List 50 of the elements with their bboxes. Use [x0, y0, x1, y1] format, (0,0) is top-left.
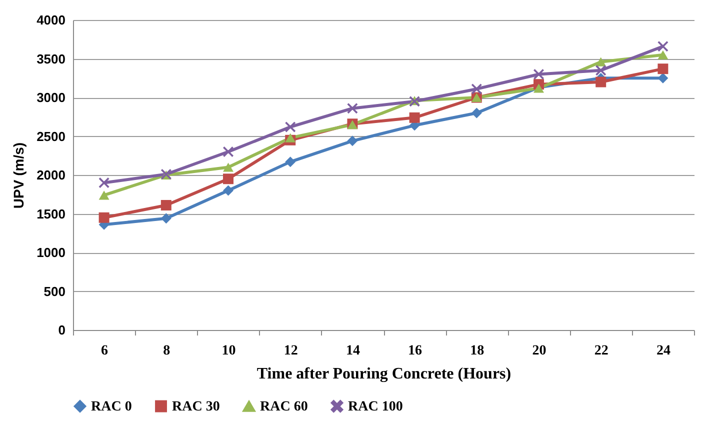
point: [223, 185, 234, 196]
x-tick-label: 22: [594, 344, 608, 358]
point: [285, 122, 296, 132]
y-tick-label: 1000: [36, 245, 66, 260]
x-tick-label: 10: [222, 344, 236, 358]
point: [223, 146, 234, 157]
point: [596, 76, 606, 88]
x-tick-label: 6: [101, 344, 108, 358]
y-tick-label: 4000: [36, 12, 66, 28]
x-tick-label: 14: [346, 344, 360, 358]
y-tick-label: 2000: [36, 168, 66, 182]
y-tick-label: 1500: [36, 206, 66, 222]
x-tick-label: 20: [532, 344, 546, 358]
x-tick-label: 18: [470, 344, 484, 358]
point: [223, 162, 234, 172]
point: [285, 133, 296, 142]
point: [658, 50, 668, 60]
point: [285, 156, 296, 168]
legend-label: RAC 0: [91, 399, 132, 414]
point: [534, 69, 544, 80]
point: [160, 200, 172, 210]
point: [658, 41, 668, 52]
x-tick-label: 8: [163, 344, 170, 358]
x-tick-label: 24: [656, 344, 670, 358]
point: [160, 213, 172, 224]
point: [471, 84, 482, 94]
y-axis-title: UPV (m/s): [10, 142, 27, 209]
x-tick-label: 12: [284, 344, 298, 358]
y-tick-label: 0: [58, 322, 66, 338]
legend-label: RAC 100: [348, 399, 403, 414]
legend-label: RAC 60: [260, 400, 308, 415]
y-tick-label: 2500: [36, 128, 66, 144]
point: [409, 112, 420, 123]
y-tick-label: 500: [44, 284, 66, 299]
point: [223, 174, 234, 184]
point: [471, 108, 482, 118]
legend-label: RAC 30: [172, 399, 220, 414]
point: [347, 136, 358, 146]
x-tick-label: 16: [408, 344, 422, 358]
point: [596, 65, 606, 76]
x-axis-title: Time after Pouring Concrete (Hours): [256, 366, 512, 382]
point: [658, 64, 668, 74]
y-tick-label: 3500: [36, 51, 66, 66]
point: [596, 57, 606, 66]
point: [98, 178, 110, 188]
point: [347, 103, 358, 114]
y-tick-label: 3000: [36, 90, 66, 105]
point: [98, 212, 110, 223]
point: [658, 72, 668, 84]
point: [98, 190, 110, 200]
